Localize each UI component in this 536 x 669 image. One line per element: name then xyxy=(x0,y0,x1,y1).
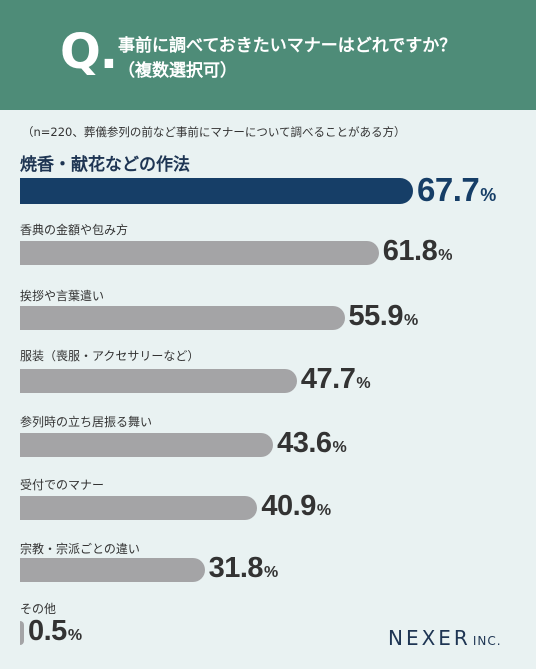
bar xyxy=(20,433,274,457)
category-label: 宗教・宗派ごとの違い xyxy=(20,542,140,556)
brand-suffix: INC. xyxy=(472,634,502,648)
data-label: 47.7% xyxy=(301,363,371,396)
data-label-unit: % xyxy=(356,375,371,392)
data-label-value: 43.6 xyxy=(277,427,332,459)
data-label-unit: % xyxy=(316,502,332,519)
data-label-value: 55.9 xyxy=(348,300,404,332)
data-label-value: 0.5 xyxy=(28,615,67,647)
data-label-unit: % xyxy=(264,564,279,581)
data-label-value: 47.7 xyxy=(300,363,356,395)
bar xyxy=(20,621,24,645)
bar xyxy=(20,178,413,204)
category-label: 焼香・献花などの作法 xyxy=(20,155,190,175)
data-label-unit: % xyxy=(332,439,347,456)
brand-name: NEXER xyxy=(388,626,471,650)
data-label-unit: % xyxy=(480,185,497,205)
bar xyxy=(20,496,258,520)
question-line-1: 事前に調べておきたいマナーはどれですか？ xyxy=(118,36,457,56)
data-label: 0.5% xyxy=(28,615,82,648)
bar xyxy=(20,369,297,393)
category-label: 受付でのマナー xyxy=(20,478,105,492)
bar xyxy=(20,306,345,330)
data-label-value: 67.7 xyxy=(417,171,480,208)
bar xyxy=(20,241,379,265)
respondent-condition: （n=220、葬儀参列の前など事前にマナーについて調べることがある方） xyxy=(22,125,406,139)
data-label-unit: % xyxy=(403,312,419,329)
data-label: 67.7% xyxy=(417,171,496,209)
category-label: 香典の金額や包み方 xyxy=(20,223,129,237)
category-label: その他 xyxy=(20,602,57,616)
category-label: 挨拶や言葉遣い xyxy=(20,289,105,303)
data-label: 55.9% xyxy=(349,300,419,333)
bar xyxy=(20,558,205,582)
question-title: 事前に調べておきたいマナーはどれですか？ （複数選択可） xyxy=(118,34,456,84)
data-label: 61.8% xyxy=(383,235,453,268)
question-header: Q. 事前に調べておきたいマナーはどれですか？ （複数選択可） xyxy=(0,0,536,110)
data-label-value: 31.8 xyxy=(208,552,264,584)
question-mark: Q. xyxy=(60,24,118,80)
data-label: 40.9% xyxy=(261,490,331,523)
data-label-value: 40.9 xyxy=(261,490,316,522)
question-line-2: （複数選択可） xyxy=(118,61,237,81)
data-label-unit: % xyxy=(67,627,83,644)
data-label-value: 61.8 xyxy=(382,235,438,267)
category-label: 服装（喪服・アクセサリーなど） xyxy=(20,349,200,363)
brand-logo: NEXER INC. xyxy=(388,626,502,650)
data-label: 31.8% xyxy=(209,552,279,585)
category-label: 参列時の立ち居振る舞い xyxy=(20,415,153,429)
data-label: 43.6% xyxy=(277,427,347,460)
data-label-unit: % xyxy=(438,247,453,264)
